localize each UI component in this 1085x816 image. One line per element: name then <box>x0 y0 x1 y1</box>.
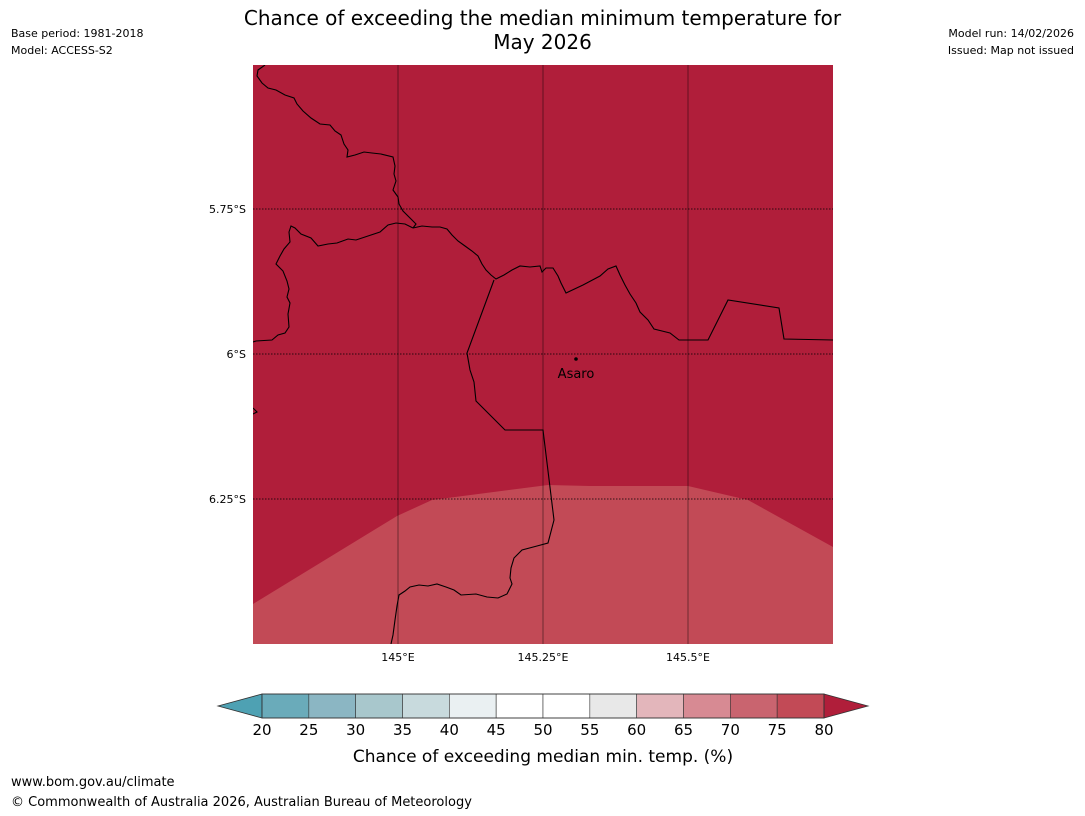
colorbar-segment <box>308 693 356 719</box>
colorbar-tick-label: 60 <box>627 721 646 739</box>
colorbar-segment <box>449 693 497 719</box>
asaro-marker <box>574 357 578 361</box>
colorbar-under-arrow <box>216 693 263 719</box>
title-line-1: Chance of exceeding the median minimum t… <box>243 6 842 30</box>
colorbar-over-arrow <box>823 693 870 719</box>
map-title: Chance of exceeding the median minimum t… <box>0 6 1085 54</box>
colorbar-tick-label: 80 <box>814 721 833 739</box>
colorbar-tick-label: 45 <box>487 721 506 739</box>
colorbar-segment <box>495 693 544 719</box>
boundary-north-west <box>256 65 417 229</box>
colorbar-tick-label: 20 <box>252 721 271 739</box>
colorbar-segment <box>589 693 637 719</box>
colorbar-tick-label: 75 <box>768 721 787 739</box>
colorbar-frame <box>261 693 825 719</box>
colorbar-tick-label: 65 <box>674 721 693 739</box>
colorbar-segments <box>261 693 825 719</box>
lon-label-145: 145°E <box>381 651 414 664</box>
model-name: Model: ACCESS-S2 <box>11 44 113 57</box>
boundary-east <box>412 225 833 341</box>
colorbar-segment <box>683 693 731 719</box>
footer-url: www.bom.gov.au/climate <box>11 775 175 790</box>
colorbar-tick-label: 50 <box>533 721 552 739</box>
lat-label-6-25: 6.25°S <box>209 493 246 506</box>
province-boundaries <box>253 65 833 644</box>
colorbar-tick-label: 70 <box>721 721 740 739</box>
colorbar-title: Chance of exceeding median min. temp. (%… <box>353 747 733 767</box>
colorbar-ticks: 20 25 30 35 40 45 50 55 60 65 70 75 80 <box>252 721 833 739</box>
colorbar-tick-label: 40 <box>440 721 459 739</box>
model-run: Model run: 14/02/2026 <box>948 27 1074 40</box>
colorbar: 20 25 30 35 40 45 50 55 60 65 70 75 80 Chance of exc… <box>216 693 870 767</box>
lon-label-145-25: 145.25°E <box>518 651 569 664</box>
meta-right: Model run: 14/02/2026 Issued: Map not is… <box>948 25 1074 59</box>
colorbar-tick-label: 55 <box>580 721 599 739</box>
boundary-central <box>253 222 414 343</box>
colorbar-segment <box>776 693 825 719</box>
colorbar-segment <box>261 693 310 719</box>
boundary-edge-stub <box>253 407 258 415</box>
colorbar-segment <box>355 693 403 719</box>
colorbar-segment <box>636 693 684 719</box>
colorbar-segment <box>542 693 591 719</box>
colorbar-segment <box>730 693 778 719</box>
boundary-south <box>390 279 555 644</box>
asaro-label: Asaro <box>558 367 595 382</box>
colorbar-segment <box>402 693 450 719</box>
colorbar-tick-label: 35 <box>393 721 412 739</box>
map-panel: Asaro <box>253 65 833 644</box>
issued-status: Issued: Map not issued <box>947 44 1074 57</box>
footer-copyright: © Commonwealth of Australia 2026, Austra… <box>11 795 472 810</box>
lat-label-6: 6°S <box>227 348 246 361</box>
colorbar-tick-label: 30 <box>346 721 365 739</box>
lon-label-145-5: 145.5°E <box>666 651 710 664</box>
base-period: Base period: 1981-2018 <box>11 27 144 40</box>
meta-left: Base period: 1981-2018 Model: ACCESS-S2 <box>11 25 143 59</box>
lat-label-5-75: 5.75°S <box>209 203 246 216</box>
title-line-2: May 2026 <box>493 30 592 54</box>
colorbar-tick-label: 25 <box>299 721 318 739</box>
